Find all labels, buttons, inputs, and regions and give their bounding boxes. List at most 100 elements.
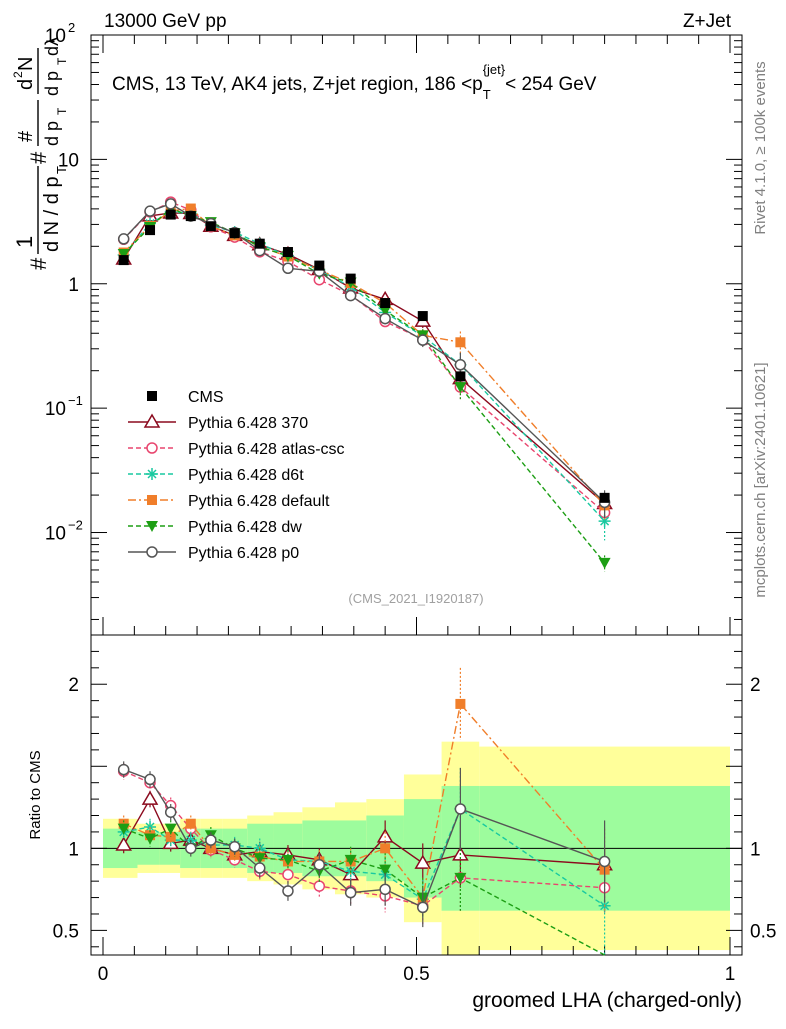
point-pythia-6-428-p0 [144, 205, 156, 217]
legend-marker [147, 495, 157, 505]
cms-data-point [345, 273, 356, 284]
chart-title: CMS, 13 TeV, AK4 jets, Z+jet region, 186… [112, 62, 597, 102]
svg-text:d N / d p: d N / d p [41, 176, 63, 252]
legend-label: CMS [188, 389, 224, 406]
point-pythia-6-428-p0 [282, 262, 294, 275]
y-tick-label-main: 1 [68, 275, 79, 296]
x-tick-label: 0 [98, 964, 109, 985]
ratio-line-pythia-6-428-p0 [123, 768, 605, 909]
cms-data-point [417, 311, 428, 322]
ratio-point-pythia-6-428-p0 [344, 886, 357, 899]
point-pythia-6-428-dw [379, 305, 392, 317]
x-tick-label: 0.5 [403, 964, 429, 985]
rivet-version-label: Rivet 4.1.0, ≥ 100k events [752, 61, 769, 234]
y-tick-exponent: 2 [68, 20, 75, 35]
y-tick-label-main: 10 [45, 26, 66, 47]
ratio-point-pythia-6-428-default [185, 818, 196, 829]
y-tick-label-main: 10 [45, 524, 66, 545]
ratio-point-pythia-6-428-370 [414, 854, 432, 869]
y-tick-label-ratio: 0.5 [53, 921, 79, 942]
legend-marker [146, 442, 158, 454]
main-y-axis-label: # 1 d N / d p T # # d p T d 2 N d p T dλ [11, 37, 69, 270]
svg-text:1: 1 [12, 236, 37, 248]
svg-text:#: # [26, 151, 51, 164]
legend-label: Pythia 6.428 dw [188, 519, 302, 536]
point-pythia-6-428-dw [598, 557, 611, 569]
ratio-point-pythia-6-428-atlas-csc [313, 880, 326, 892]
y-tick-exponent: −2 [68, 518, 83, 533]
cms-data-point [118, 255, 129, 266]
ratio-point-pythia-6-428-p0 [164, 806, 177, 818]
ratio-point-pythia-6-428-p0 [185, 842, 197, 855]
legend-label: Pythia 6.428 370 [188, 415, 308, 432]
ratio-point-pythia-6-428-dw [144, 833, 157, 845]
ratio-point-pythia-6-428-370 [141, 790, 159, 805]
cms-data-point [165, 209, 176, 220]
point-pythia-6-428-default [455, 337, 466, 348]
svg-text:2: 2 [11, 71, 25, 78]
ratio-point-pythia-6-428-p0 [598, 855, 611, 868]
y-tick-label-ratio-right: 1 [750, 839, 761, 860]
ratio-point-pythia-6-428-p0 [144, 773, 156, 786]
line-pythia-6-428-dw [123, 207, 606, 564]
svg-text:N: N [15, 57, 37, 71]
legend-label: Pythia 6.428 p0 [188, 545, 299, 562]
svg-text:#: # [15, 130, 37, 142]
cms-data-point [185, 211, 196, 222]
legend-marker [146, 468, 158, 480]
point-pythia-6-428-p0 [344, 289, 357, 302]
svg-text:T: T [55, 107, 69, 115]
point-pythia-6-428-default [185, 203, 196, 214]
y-tick-label-ratio: 2 [68, 675, 79, 696]
cms-data-point [229, 228, 240, 239]
y-tick-label-ratio-right: 0.5 [750, 921, 776, 942]
ratio-point-pythia-6-428-p0 [117, 763, 130, 776]
svg-text:dλ: dλ [42, 37, 62, 56]
x-axis-label: groomed LHA (charged-only) [472, 989, 742, 1012]
energy-label: 13000 GeV pp [104, 11, 227, 32]
ratio-point-pythia-6-428-default [380, 843, 391, 854]
legend-marker [146, 521, 158, 532]
analysis-id-label: (CMS_2021_I1920187) [348, 591, 483, 606]
y-tick-exponent: −1 [68, 393, 83, 408]
svg-text:T: T [55, 57, 69, 65]
svg-text:d p: d p [42, 121, 62, 146]
legend-marker [146, 546, 158, 558]
cms-data-point [254, 238, 265, 249]
ratio-point-pythia-6-428-370 [115, 836, 132, 851]
svg-text:d: d [15, 79, 37, 90]
point-pythia-6-428-p0 [417, 334, 429, 346]
point-pythia-6-428-p0 [454, 359, 467, 371]
cms-data-point [145, 225, 156, 236]
ratio-y-axis-label: Ratio to CMS [27, 750, 44, 839]
legend-marker-stroke [147, 469, 157, 479]
ratio-point-pythia-6-428-atlas-csc [282, 868, 294, 881]
ratio-point-pythia-6-428-p0 [254, 862, 266, 874]
x-tick-label: 1 [725, 964, 736, 985]
y-tick-label-ratio-right: 2 [750, 675, 761, 696]
ratio-line-pythia-6-428-dw [123, 827, 605, 956]
point-pythia-6-428-d6t-stroke [600, 516, 610, 526]
ratio-point-pythia-6-428-dw [344, 854, 357, 866]
y-tick-label-ratio: 1 [68, 839, 79, 860]
legend-label: Pythia 6.428 default [188, 493, 330, 510]
cms-data-point [455, 371, 466, 382]
legend: CMS Pythia 6.428 370 Pythia 6.428 atlas-cs… [128, 389, 345, 562]
svg-text:d p: d p [42, 71, 62, 96]
ratio-point-pythia-6-428-dw [379, 864, 392, 876]
legend-marker [147, 391, 157, 401]
ratio-point-pythia-6-428-p0 [417, 901, 429, 914]
point-pythia-6-428-dw [454, 382, 467, 394]
point-pythia-6-428-dw [117, 248, 130, 260]
cms-data-point [599, 492, 610, 503]
cms-data-point [380, 298, 391, 309]
ratio-point-pythia-6-428-dw [454, 872, 467, 884]
process-label: Z+Jet [683, 11, 732, 32]
mcplots-credit-label: mcplots.cern.ch [arXiv:2401.10621] [752, 362, 769, 597]
point-pythia-6-428-p0 [164, 198, 177, 210]
line-pythia-6-428-370 [123, 212, 606, 505]
ratio-point-pythia-6-428-dw [281, 854, 294, 866]
cms-data-point [282, 247, 293, 258]
